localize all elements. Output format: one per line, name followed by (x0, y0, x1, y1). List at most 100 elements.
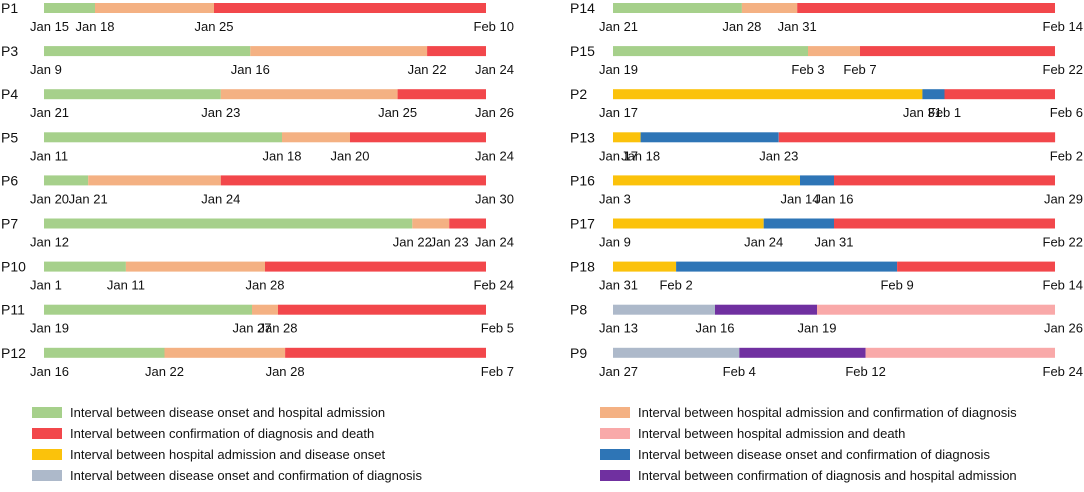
interval-bar (44, 132, 282, 143)
patient-label: P12 (1, 345, 26, 361)
date-label: Jan 26 (475, 105, 514, 120)
date-label: Feb 3 (791, 62, 824, 77)
interval-bar (95, 3, 214, 13)
date-label: Jan 31 (599, 278, 638, 293)
date-label: Jan 21 (599, 19, 638, 34)
interval-bar (250, 46, 428, 57)
date-label: Jan 23 (201, 105, 240, 120)
interval-bar (285, 347, 486, 358)
interval-bar (214, 3, 486, 13)
patient-label: P2 (570, 86, 587, 102)
date-label: Jan 12 (30, 235, 69, 250)
date-label: Feb 2 (1050, 148, 1083, 163)
date-label: Jan 28 (266, 364, 305, 379)
date-label: Jan 1 (30, 278, 62, 293)
legend-swatch (32, 407, 62, 418)
date-label: Jan 14 (780, 191, 819, 206)
date-label: Feb 6 (1050, 105, 1083, 120)
date-label: Jan 31 (814, 235, 853, 250)
date-label: Feb 22 (1043, 62, 1083, 77)
interval-bar (44, 347, 165, 358)
date-label: Jan 22 (393, 235, 432, 250)
date-label: Jan 19 (599, 62, 638, 77)
interval-bar (44, 3, 95, 13)
interval-bar (44, 46, 251, 57)
interval-bar (44, 175, 89, 186)
interval-bar (739, 347, 866, 358)
interval-bar (220, 89, 398, 100)
interval-bar (834, 218, 1055, 229)
interval-bar (613, 261, 677, 272)
interval-bar (865, 347, 1055, 358)
date-label: Jan 16 (695, 321, 734, 336)
date-label: Jan 18 (75, 19, 114, 34)
patient-label: P4 (1, 86, 18, 102)
interval-bar (125, 261, 266, 272)
date-label: Jan 24 (475, 148, 514, 163)
date-label: Jan 21 (69, 191, 108, 206)
patient-label: P6 (1, 172, 18, 188)
interval-bar (44, 304, 252, 315)
date-label: Jan 28 (258, 321, 297, 336)
interval-bar (164, 347, 285, 358)
date-label: Jan 11 (30, 148, 68, 163)
date-label: Jan 30 (475, 191, 514, 206)
interval-bar (265, 261, 486, 272)
date-label: Feb 7 (481, 364, 514, 379)
date-label: Feb 7 (843, 62, 876, 77)
date-label: Jan 18 (621, 148, 660, 163)
date-label: Jan 24 (744, 235, 783, 250)
date-label: Jan 20 (330, 148, 369, 163)
date-label: Feb 5 (481, 321, 514, 336)
interval-bar (278, 304, 486, 315)
interval-bar (613, 218, 764, 229)
date-label: Jan 19 (30, 321, 69, 336)
patient-label: P17 (570, 216, 595, 232)
date-label: Feb 14 (1043, 19, 1083, 34)
interval-bar (88, 175, 221, 186)
date-label: Jan 21 (30, 105, 69, 120)
patient-label: P9 (570, 345, 587, 361)
patient-label: P3 (1, 43, 18, 59)
date-label: Jan 25 (194, 19, 233, 34)
date-label: Feb 1 (928, 105, 961, 120)
legend-label: Interval between confirmation of diagnos… (638, 468, 1017, 483)
patient-label: P11 (1, 302, 25, 318)
date-label: Jan 23 (430, 235, 469, 250)
interval-bar (613, 304, 715, 315)
date-label: Feb 9 (880, 278, 913, 293)
date-label: Jan 27 (232, 321, 271, 336)
legend-swatch (32, 470, 62, 481)
date-label: Jan 28 (245, 278, 284, 293)
interval-bar (800, 175, 834, 186)
legend-label: Interval between confirmation of diagnos… (70, 426, 374, 441)
date-label: Jan 22 (145, 364, 184, 379)
legend-label: Interval between hospital admission and … (70, 447, 385, 462)
date-label: Feb 14 (1043, 278, 1083, 293)
interval-bar (834, 175, 1055, 186)
patient-label: P7 (1, 216, 18, 232)
legend-label: Interval between hospital admission and … (638, 426, 905, 441)
patient-label: P14 (570, 0, 595, 16)
date-label: Jan 31 (778, 19, 817, 34)
date-label: Jan 17 (599, 105, 638, 120)
date-label: Jan 24 (201, 191, 240, 206)
patient-label: P1 (1, 0, 18, 16)
date-label: Jan 22 (408, 62, 447, 77)
date-label: Jan 26 (1044, 321, 1083, 336)
patient-label: P10 (1, 259, 26, 275)
patient-label: P13 (570, 129, 595, 145)
legend-swatch (600, 407, 630, 418)
date-label: Jan 24 (475, 62, 514, 77)
legend-swatch (32, 449, 62, 460)
interval-bar (350, 132, 486, 143)
date-label: Feb 4 (723, 364, 756, 379)
interval-bar (676, 261, 898, 272)
interval-bar (252, 304, 278, 315)
legend-swatch (600, 428, 630, 439)
interval-bar (412, 218, 450, 229)
date-label: Jan 19 (797, 321, 836, 336)
legend-swatch (600, 449, 630, 460)
interval-bar (220, 175, 487, 186)
